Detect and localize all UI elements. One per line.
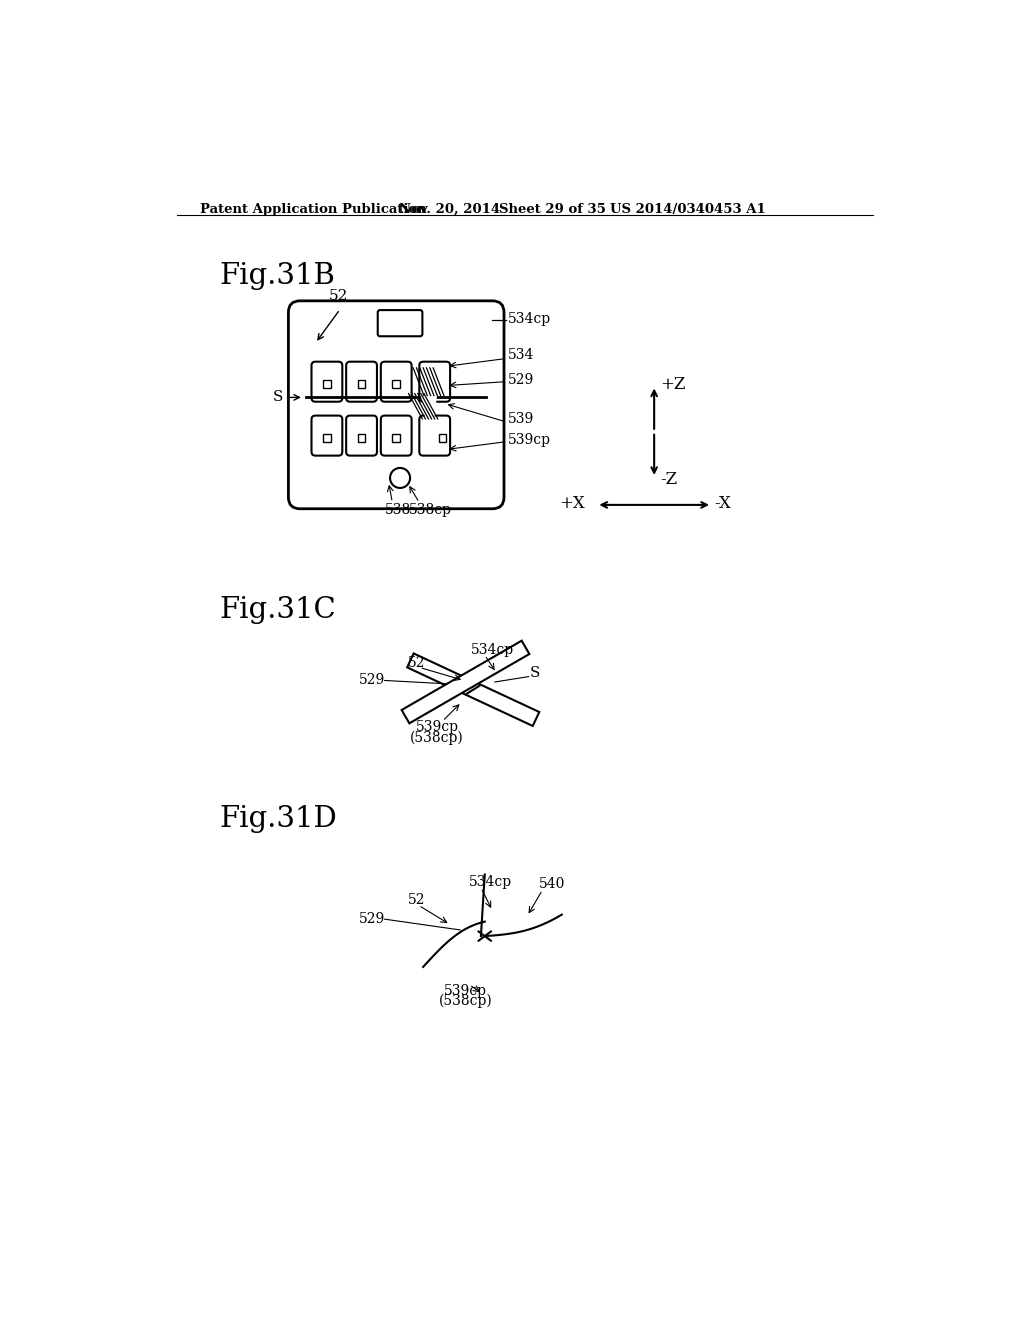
Text: 534cp: 534cp — [508, 312, 551, 326]
FancyBboxPatch shape — [378, 310, 422, 337]
Text: S: S — [272, 391, 283, 404]
Text: -Z: -Z — [660, 471, 678, 488]
Text: 529: 529 — [358, 912, 385, 927]
Text: 534cp: 534cp — [469, 875, 512, 890]
Bar — [323, 434, 331, 442]
Text: 52: 52 — [408, 656, 425, 669]
Text: 529: 529 — [508, 374, 535, 387]
Text: Fig.31D: Fig.31D — [219, 805, 337, 833]
Text: 539cp: 539cp — [444, 983, 487, 998]
FancyBboxPatch shape — [311, 416, 342, 455]
Text: 538: 538 — [385, 503, 411, 517]
Text: Sheet 29 of 35: Sheet 29 of 35 — [499, 203, 605, 216]
FancyBboxPatch shape — [311, 362, 342, 401]
Text: 540: 540 — [539, 876, 565, 891]
Text: 534: 534 — [508, 347, 535, 362]
Text: 534cp: 534cp — [471, 643, 514, 656]
Circle shape — [390, 469, 410, 488]
Text: 539cp: 539cp — [508, 433, 551, 447]
Text: 52: 52 — [408, 892, 425, 907]
FancyBboxPatch shape — [381, 416, 412, 455]
Text: (538cp): (538cp) — [438, 994, 493, 1008]
Text: +X: +X — [559, 495, 585, 512]
Text: US 2014/0340453 A1: US 2014/0340453 A1 — [609, 203, 765, 216]
Text: Fig.31B: Fig.31B — [219, 263, 335, 290]
Text: 538cp: 538cp — [410, 503, 453, 517]
Bar — [392, 380, 400, 388]
FancyBboxPatch shape — [346, 416, 377, 455]
Text: 539: 539 — [508, 412, 535, 425]
Text: S: S — [529, 665, 540, 680]
Polygon shape — [408, 653, 540, 726]
Bar — [392, 434, 400, 442]
Bar — [323, 380, 331, 388]
FancyBboxPatch shape — [419, 416, 451, 455]
Text: -X: -X — [714, 495, 731, 512]
Text: 52: 52 — [330, 289, 348, 304]
FancyBboxPatch shape — [289, 301, 504, 508]
Text: Patent Application Publication: Patent Application Publication — [200, 203, 427, 216]
Text: Nov. 20, 2014: Nov. 20, 2014 — [398, 203, 500, 216]
Polygon shape — [401, 640, 529, 723]
Bar — [357, 380, 366, 388]
FancyBboxPatch shape — [419, 362, 451, 401]
Bar — [357, 434, 366, 442]
FancyBboxPatch shape — [346, 362, 377, 401]
Text: (538cp): (538cp) — [411, 730, 464, 744]
Text: 529: 529 — [358, 673, 385, 688]
Text: Fig.31C: Fig.31C — [219, 595, 336, 624]
Text: +Z: +Z — [660, 375, 686, 392]
Text: 539cp: 539cp — [416, 721, 459, 734]
Bar — [438, 434, 446, 442]
FancyBboxPatch shape — [381, 362, 412, 401]
Polygon shape — [421, 396, 437, 447]
